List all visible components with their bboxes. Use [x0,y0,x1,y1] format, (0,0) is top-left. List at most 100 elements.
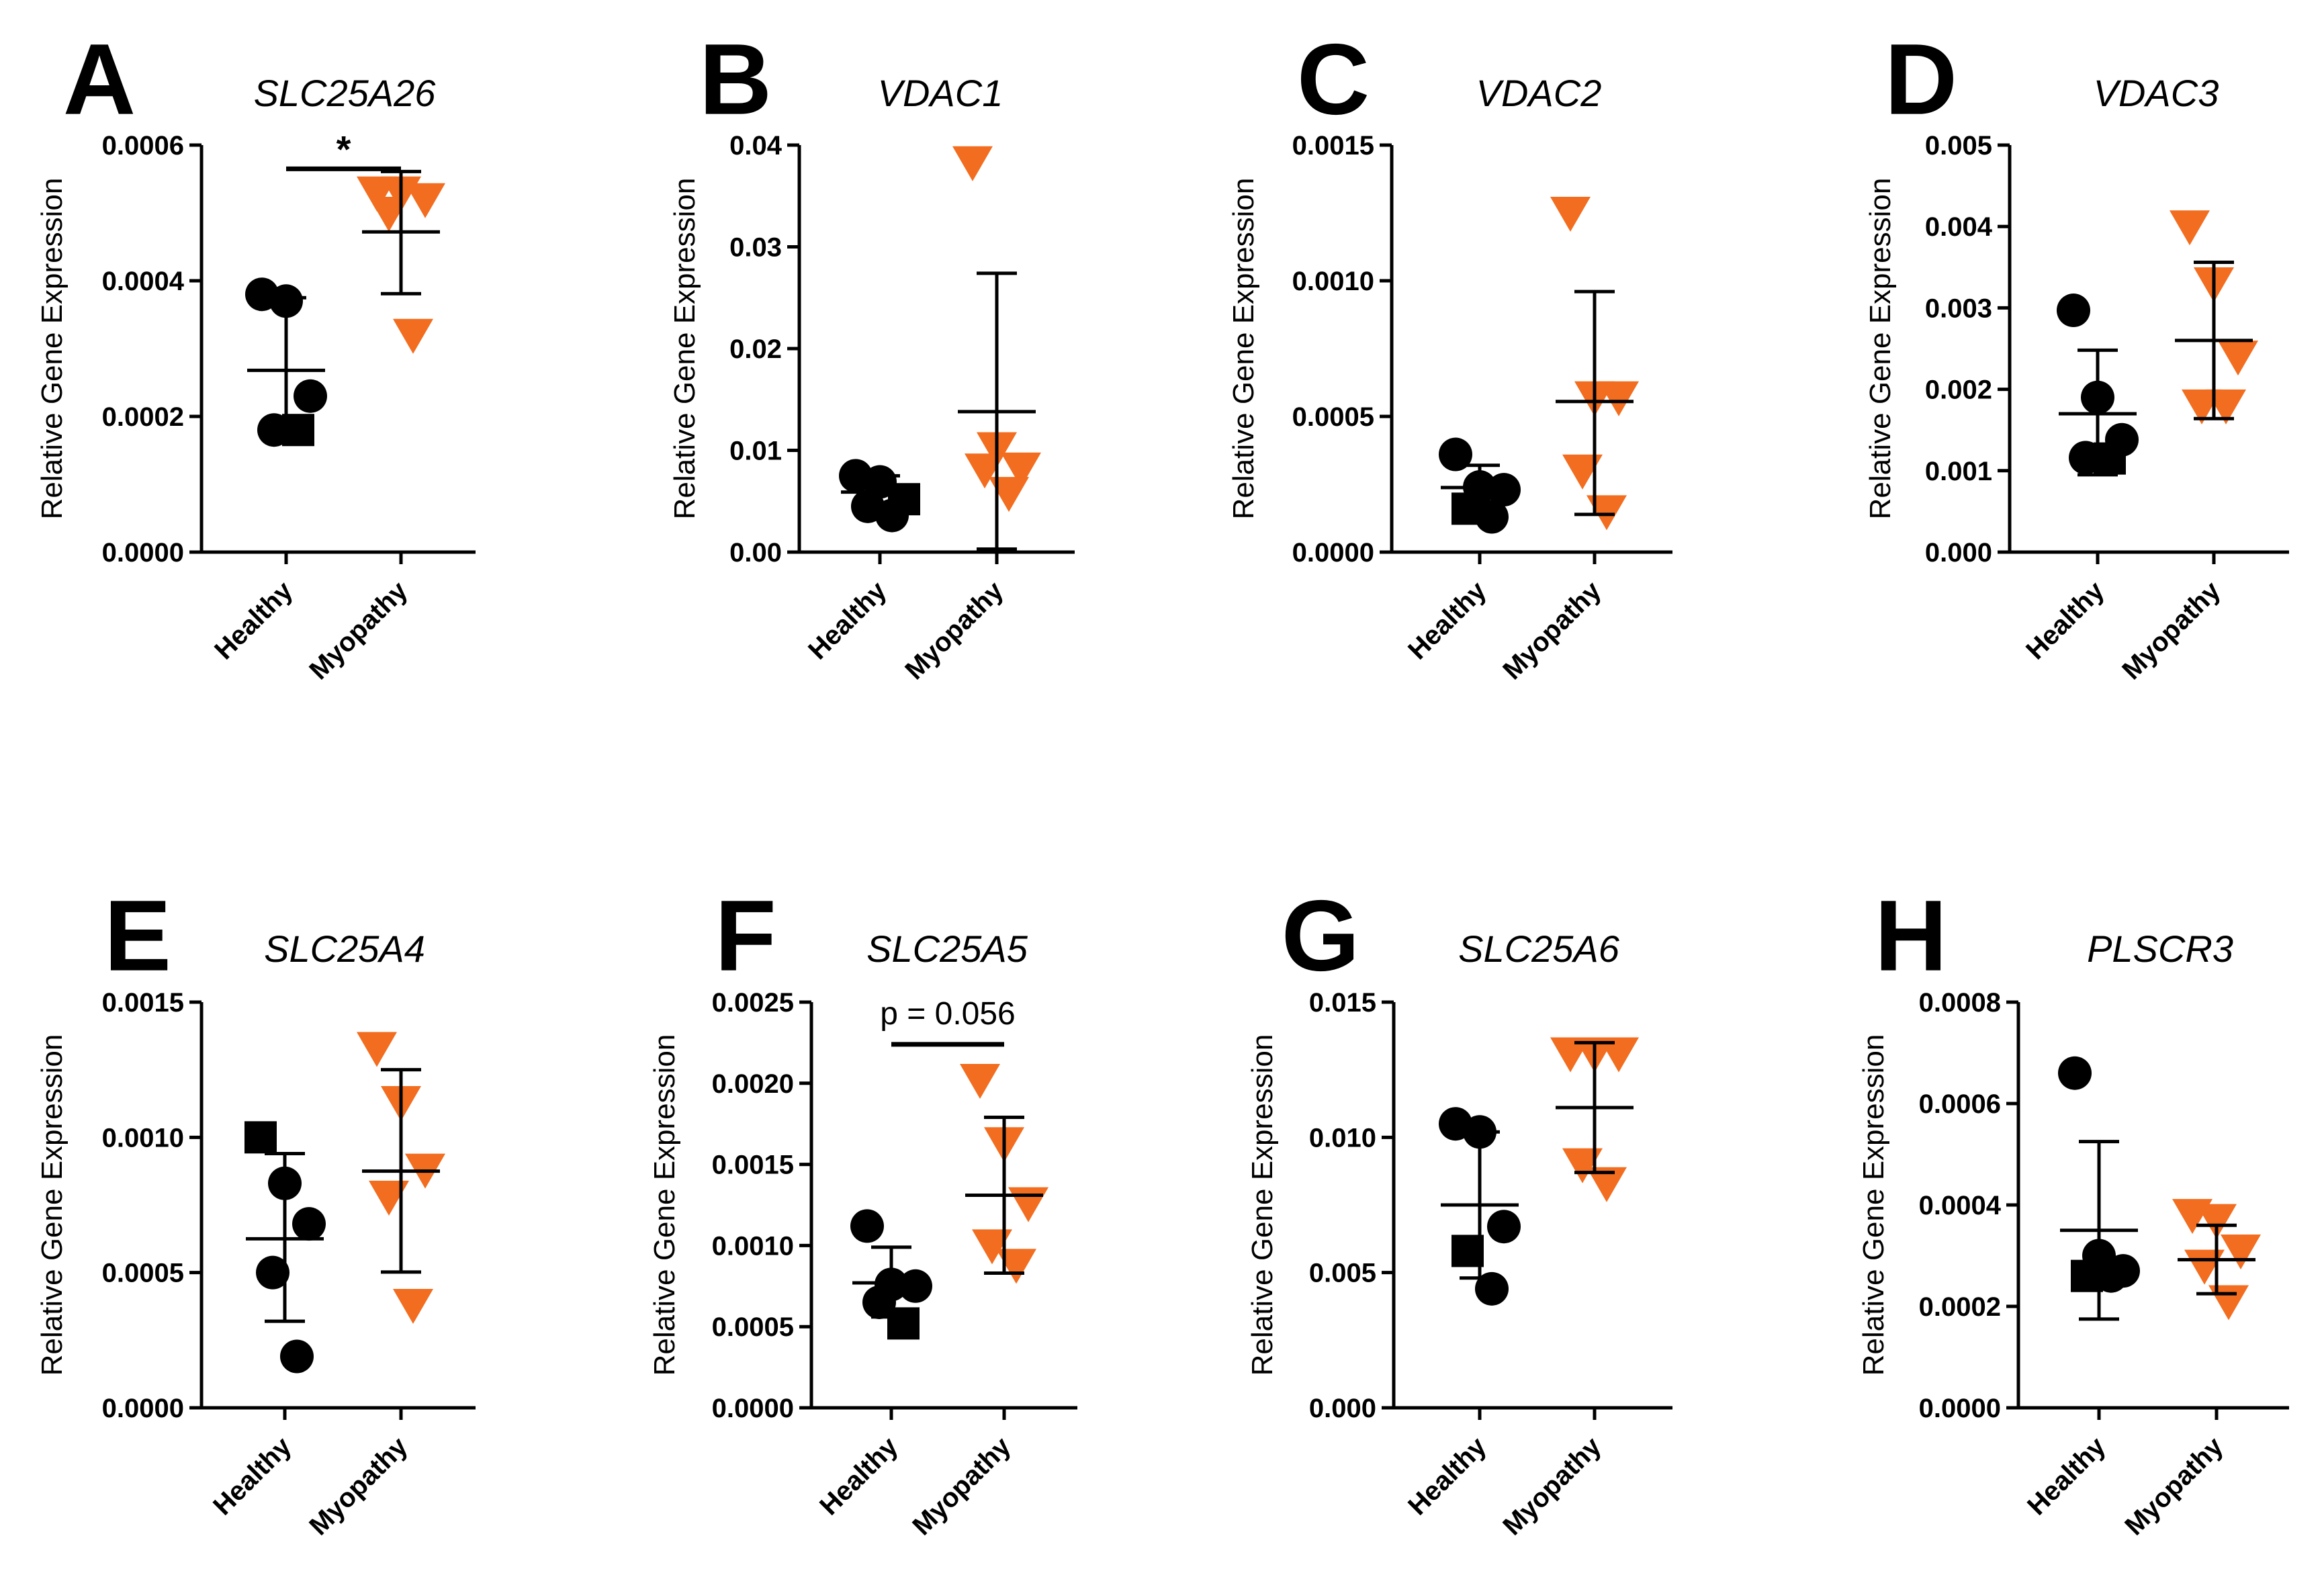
data-point-triangle [1599,1037,1639,1073]
gene-title: VDAC3 [2094,72,2219,114]
y-tick-label: 0.0000 [102,538,184,568]
x-tick-label: Healthy [209,576,299,666]
data-point-circle [1475,1271,1509,1306]
panel-letter: F [715,879,776,992]
y-tick-label: 0.0010 [102,1123,184,1153]
series-myopathy [2170,210,2258,424]
data-point-circle [1487,1210,1521,1244]
y-tick-label: 0.00 [729,538,782,568]
data-point-triangle [1586,1167,1627,1202]
data-point-triangle [2206,389,2246,424]
data-point-circle [294,379,327,413]
y-tick-label: 0.0004 [102,267,185,296]
data-point-triangle [1550,197,1591,232]
y-axis-label: Relative Gene Expression [36,1034,69,1376]
panel-h: H PLSCR3 0.0000 0.0002 0.0004 0.0006 0.0008 Rel… [1857,879,2289,1541]
x-tick-label: Myopathy [2116,576,2227,686]
y-axis-label: Relative Gene Expression [1227,178,1260,520]
y-tick-label: 0.0000 [102,1394,184,1423]
y-axis-label: Relative Gene Expression [1864,178,1897,520]
data-point-circle [850,1209,884,1243]
y-tick-label: 0.003 [1925,294,1992,323]
series-healthy [244,1121,326,1374]
data-point-circle [2057,294,2090,328]
y-tick-label: 0.0005 [1292,402,1374,432]
panel-letter: H [1875,879,1947,992]
data-point-circle [2094,1259,2128,1293]
data-point-triangle [1562,454,1603,490]
data-point-circle [899,1269,932,1303]
x-tick-label: Healthy [2020,576,2110,666]
y-tick-label: 0.001 [1925,457,1992,486]
y-tick-label: 0.0008 [1919,988,2001,1018]
y-tick-label: 0.04 [729,131,783,161]
significance-label: * [337,128,351,170]
panel-letter: G [1282,879,1360,992]
panel-f: F SLC25A5 0.0000 0.0005 0.0010 0.0015 0.0020 0.… [648,879,1077,1541]
data-point-circle [2058,1056,2092,1090]
x-tick-label: Myopathy [1497,576,1607,686]
gene-title: SLC25A26 [254,72,437,114]
data-point-triangle [1562,1148,1603,1183]
y-tick-label: 0.01 [729,437,782,466]
x-tick-label: Myopathy [907,1431,1017,1541]
gene-title: PLSCR3 [2087,928,2233,970]
x-tick-label: Myopathy [2119,1431,2229,1541]
x-tick-label: Healthy [814,1431,904,1521]
x-tick-label: Myopathy [1497,1431,1607,1541]
significance-label: p = 0.056 [880,996,1016,1032]
x-tick-label: Healthy [208,1431,298,1521]
y-tick-label: 0.015 [1309,988,1376,1018]
y-tick-label: 0.0006 [1919,1089,2001,1119]
data-point-circle [280,1339,314,1374]
series-healthy [2058,1056,2140,1321]
panel-e: E SLC25A4 0.0000 0.0005 0.0010 0.0015 Relative… [36,879,476,1541]
series-myopathy [952,146,1041,551]
data-point-circle [1439,437,1472,472]
panel-letter: C [1297,23,1370,136]
y-axis-label: Relative Gene Expression [668,178,701,520]
y-tick-label: 0.0025 [712,988,794,1018]
data-point-triangle [960,1063,1000,1099]
data-point-triangle [2221,1234,2261,1269]
gene-title: SLC25A4 [264,928,425,970]
y-tick-label: 0.0000 [712,1394,794,1423]
data-point-triangle [2208,1285,2249,1320]
data-point-triangle [2196,1204,2237,1239]
y-tick-label: 0.0020 [712,1069,794,1099]
data-point-triangle [965,453,1005,489]
y-tick-label: 0.0015 [102,988,184,1018]
data-point-circle [1487,473,1521,507]
y-tick-label: 0.0004 [1919,1191,2002,1220]
series-myopathy [1550,197,1639,531]
data-point-triangle [369,197,409,232]
panel-letter: A [63,23,136,136]
x-tick-label: Healthy [2022,1431,2112,1521]
series-myopathy [1550,1037,1639,1202]
y-tick-label: 0.0002 [102,402,184,432]
series-healthy [839,459,920,533]
data-point-triangle [972,1229,1012,1265]
y-tick-label: 0.0015 [712,1151,794,1180]
y-axis-label: Relative Gene Expression [1857,1034,1890,1376]
data-point-triangle [952,146,993,181]
data-point-triangle [2170,210,2210,246]
series-healthy [850,1209,932,1340]
gene-title: SLC25A5 [866,928,1028,970]
y-tick-label: 0.0006 [102,131,184,161]
y-tick-label: 0.005 [1309,1259,1376,1288]
panel-letter: B [699,23,772,136]
y-tick-label: 0.004 [1925,212,1993,242]
data-point-triangle [989,477,1029,512]
y-axis-label: Relative Gene Expression [1246,1034,1279,1376]
x-tick-label: Myopathy [304,576,414,686]
series-healthy [1439,437,1521,534]
data-point-triangle [369,1180,409,1216]
y-tick-label: 0.02 [729,334,782,364]
x-tick-label: Healthy [1402,576,1492,666]
panel-c: C VDAC2 0.0000 0.0005 0.0010 0.0015 Relative G… [1227,23,1672,686]
panel-letter: E [104,879,171,992]
series-myopathy [357,169,445,354]
gene-title: VDAC2 [1476,72,1602,114]
